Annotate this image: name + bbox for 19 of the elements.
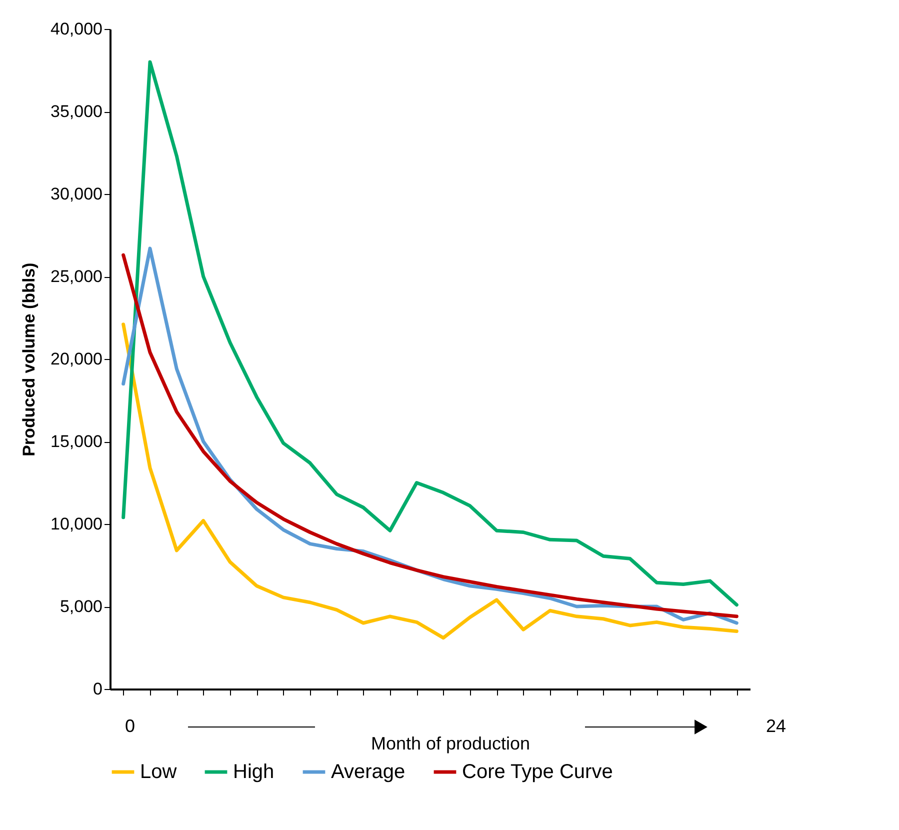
y-tick-label: 25,000 bbox=[50, 267, 102, 286]
y-tick-label: 40,000 bbox=[50, 20, 102, 38]
text: 0 bbox=[124, 716, 136, 736]
y-tick-label: 30,000 bbox=[50, 184, 102, 204]
x-axis-title: Month of production bbox=[370, 734, 530, 754]
text: 24 bbox=[766, 716, 786, 736]
y-tick-label: 35,000 bbox=[50, 102, 102, 121]
y-axis-title: Produced volume (bbls) bbox=[20, 262, 39, 456]
line-series bbox=[122, 60, 738, 607]
legend-label: Low bbox=[140, 761, 178, 783]
legend-label: Average bbox=[331, 761, 406, 783]
legend-label: High bbox=[233, 761, 274, 783]
y-tick-label: 0 bbox=[93, 680, 102, 698]
y-tick-label: 15,000 bbox=[50, 432, 102, 451]
y-tick-label: 10,000 bbox=[50, 514, 102, 534]
y-tick-label: 20,000 bbox=[50, 350, 102, 368]
line-series bbox=[122, 322, 738, 640]
y-tick-label: 5,000 bbox=[60, 597, 102, 616]
legend-label: Core Type Curve bbox=[462, 761, 613, 783]
